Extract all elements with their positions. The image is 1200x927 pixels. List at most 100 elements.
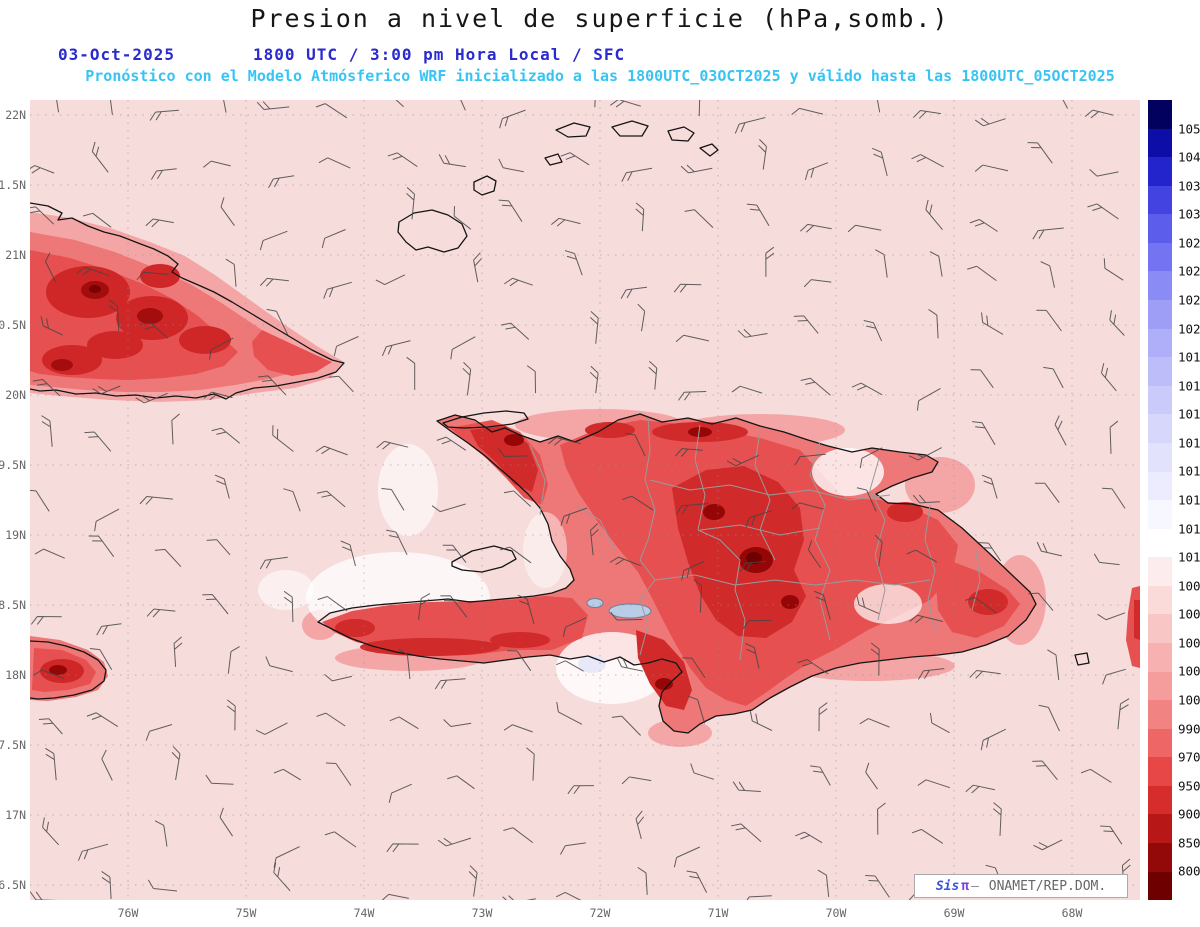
wind-barb [434, 678, 466, 690]
wind-barb [635, 810, 645, 840]
wind-barb [622, 495, 654, 511]
coast-mona [1074, 652, 1090, 666]
wind-barb [678, 391, 707, 401]
wind-barb [266, 308, 289, 336]
wind-barb [418, 593, 431, 621]
wind-barb [1040, 261, 1055, 288]
wind-barb [431, 503, 466, 513]
wind-barb [315, 103, 348, 119]
wind-barb [556, 660, 584, 672]
wind-barb [965, 596, 997, 614]
wind-barb [981, 474, 998, 499]
wind-barb [283, 590, 294, 623]
pi-icon: π [961, 878, 970, 894]
wind-barb [611, 715, 641, 736]
wind-barb [818, 702, 828, 732]
wind-barb [693, 579, 703, 613]
wind-barb [500, 322, 530, 340]
wind-barb [498, 199, 523, 222]
wind-barb [621, 167, 653, 182]
lake-azuei [586, 598, 604, 608]
wind-barb [965, 784, 996, 794]
wind-barb [447, 775, 475, 790]
wind-barb [154, 820, 168, 847]
wind-barb [912, 110, 941, 119]
colorbar-value: 1016 [1178, 435, 1200, 451]
wind-barb [1097, 612, 1126, 621]
colorbar-cell [1148, 271, 1172, 301]
lake-enriquillo [608, 603, 652, 619]
wind-barb [268, 175, 295, 189]
wind-barb [265, 656, 293, 673]
wind-barb [1046, 100, 1069, 109]
wind-barb [609, 556, 642, 567]
province-borders [529, 417, 981, 661]
wind-barb [442, 544, 467, 563]
wind-barb [333, 336, 359, 357]
wind-barb [1109, 420, 1119, 454]
wind-barb [673, 283, 702, 293]
wind-barb [875, 249, 888, 278]
wind-barb [1032, 227, 1064, 240]
coast-gonave [451, 545, 517, 573]
watermark: Sis π — ONAMET/REP.DOM. [914, 874, 1128, 898]
wind-barb [30, 891, 63, 900]
wind-barb [30, 165, 55, 174]
wind-barb [45, 747, 57, 781]
colorbar-cell [1148, 100, 1172, 129]
wind-barb [865, 874, 890, 898]
wind-barb [637, 866, 648, 895]
wind-barb [1109, 310, 1125, 336]
colorbar-cell [1148, 814, 1172, 844]
wind-barb [970, 369, 994, 389]
lon-tick-label: 74W [354, 906, 375, 920]
colorbar-value: 990 [1178, 721, 1200, 737]
wind-barb [560, 152, 590, 166]
wind-barb [1102, 668, 1126, 685]
pressure-shading [30, 212, 1140, 747]
wind-barb [33, 669, 65, 680]
wind-barb [324, 831, 357, 848]
wind-barb [221, 100, 231, 113]
colorbar-value: 800 [1178, 863, 1200, 879]
wind-barb [800, 223, 832, 233]
page-title: Presion a nivel de superficie (hPa,somb.… [250, 4, 950, 33]
wind-barb [1038, 704, 1060, 732]
wind-barb [443, 719, 472, 727]
colorbar-value: 1025 [1178, 263, 1200, 279]
wind-barb [635, 202, 645, 232]
wind-barb [209, 337, 234, 360]
colorbar-value: 1030 [1178, 206, 1200, 222]
valid-time: 1800 UTC / 3:00 pm Hora Local / SFC [253, 45, 626, 64]
wind-barb [698, 100, 709, 117]
wind-barb [34, 548, 65, 559]
wind-barb [315, 445, 348, 456]
wind-barb [1033, 839, 1063, 851]
wind-barb [681, 561, 705, 581]
wind-barb [928, 309, 939, 339]
wind-barb [765, 246, 775, 277]
lon-tick-label: 72W [590, 906, 611, 920]
lat-tick-label: 19N [5, 528, 26, 542]
wind-barb [91, 141, 109, 173]
wind-barb [318, 157, 351, 169]
wind-barb [30, 615, 62, 625]
wind-barb [145, 218, 174, 228]
wind-barb [283, 488, 301, 512]
coast-caicos-5 [544, 153, 563, 166]
wind-barb [82, 212, 112, 228]
colorbar-value: 1017 [1178, 406, 1200, 422]
wind-barb [1047, 649, 1060, 680]
forecast-note: Pronóstico con el Modelo Atmósferico WRF… [85, 67, 1115, 85]
wind-barb [734, 117, 766, 134]
wind-barb [380, 893, 409, 900]
wind-barb [30, 489, 50, 512]
wind-barb [674, 448, 703, 457]
wind-barb [863, 319, 883, 342]
watermark-dash: — [971, 878, 987, 894]
wind-barb [648, 360, 658, 390]
wind-barb [41, 415, 53, 447]
wind-barb [259, 230, 288, 251]
wind-barb [202, 902, 230, 914]
wind-barb [1080, 768, 1112, 783]
